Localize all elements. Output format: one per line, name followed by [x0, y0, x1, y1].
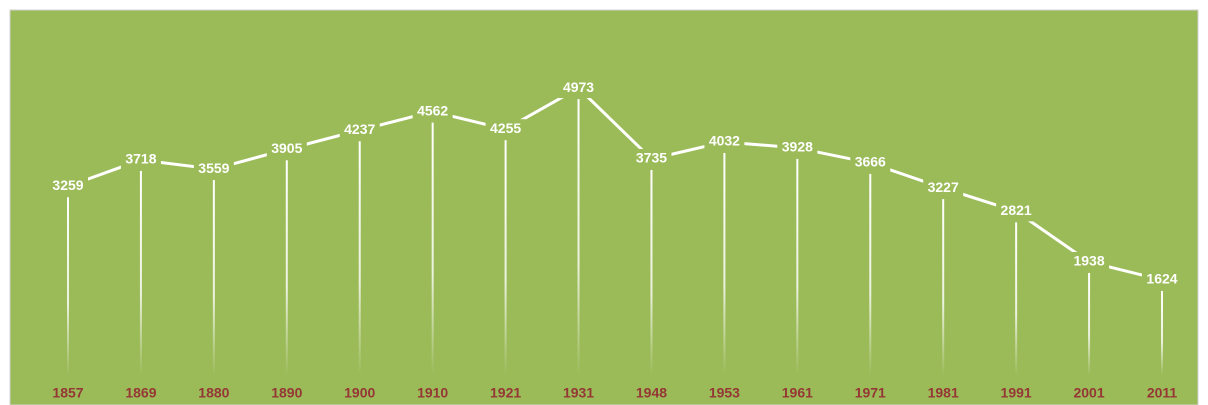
- data-label: 4973: [563, 79, 594, 95]
- x-tick-label: 1857: [52, 385, 83, 401]
- x-tick-label: 1869: [125, 385, 156, 401]
- drop-line: [358, 141, 361, 375]
- data-label: 2821: [1001, 202, 1032, 218]
- data-label: 4255: [490, 120, 521, 136]
- label-background: [631, 148, 672, 169]
- data-label: 4032: [709, 133, 740, 149]
- drop-line: [139, 170, 142, 375]
- drop-line: [285, 160, 288, 375]
- x-tick-label: 1931: [563, 385, 594, 401]
- label-background: [923, 178, 964, 199]
- drop-line: [869, 173, 872, 375]
- drop-line: [577, 99, 580, 376]
- drop-line: [723, 152, 726, 375]
- label-background: [485, 119, 526, 140]
- data-label: 1624: [1146, 271, 1177, 287]
- drop-line: [67, 197, 69, 375]
- label-background: [266, 139, 307, 160]
- label-background: [850, 152, 891, 173]
- x-tick-label: 1948: [636, 385, 667, 401]
- x-tick-label: 2001: [1073, 385, 1104, 401]
- x-tick-label: 1953: [709, 385, 740, 401]
- label-background: [996, 201, 1037, 222]
- x-tick-label: 1900: [344, 385, 375, 401]
- label-background: [1142, 269, 1182, 290]
- drop-line: [1161, 290, 1163, 375]
- drop-line: [650, 169, 653, 375]
- drop-line: [504, 140, 507, 375]
- x-tick-label: 1890: [271, 385, 302, 401]
- x-tick-label: 1910: [417, 385, 448, 401]
- data-label: 3227: [928, 179, 959, 195]
- data-label: 3718: [125, 151, 156, 167]
- label-background: [704, 131, 745, 152]
- data-label: 3666: [855, 154, 886, 170]
- data-label: 4237: [344, 121, 375, 137]
- drop-line: [1015, 222, 1018, 375]
- label-background: [48, 176, 88, 197]
- drop-line: [942, 199, 945, 375]
- label-background: [412, 101, 453, 122]
- x-tick-label: 1880: [198, 385, 229, 401]
- data-label: 3559: [198, 160, 229, 176]
- data-label: 3928: [782, 139, 813, 155]
- label-background: [193, 159, 234, 180]
- x-tick-label: 1971: [855, 385, 886, 401]
- data-label: 4562: [417, 102, 448, 118]
- x-tick-label: 1921: [490, 385, 521, 401]
- x-tick-label: 1981: [928, 385, 959, 401]
- drop-line: [1088, 272, 1091, 375]
- drop-line: [796, 158, 799, 375]
- label-background: [1069, 251, 1110, 272]
- data-label: 3905: [271, 140, 302, 156]
- x-tick-label: 2011: [1147, 385, 1178, 401]
- label-background: [777, 137, 818, 158]
- line: [67, 86, 1163, 282]
- label-background: [558, 78, 599, 99]
- data-label: 3259: [52, 177, 83, 193]
- label-background: [120, 149, 161, 170]
- x-tick-label: 1961: [782, 385, 813, 401]
- data-label: 3735: [636, 150, 667, 166]
- data-label: 1938: [1073, 253, 1104, 269]
- x-tick-label: 1991: [1001, 385, 1032, 401]
- drop-line: [212, 180, 215, 375]
- drop-line: [431, 122, 434, 375]
- label-background: [339, 120, 380, 141]
